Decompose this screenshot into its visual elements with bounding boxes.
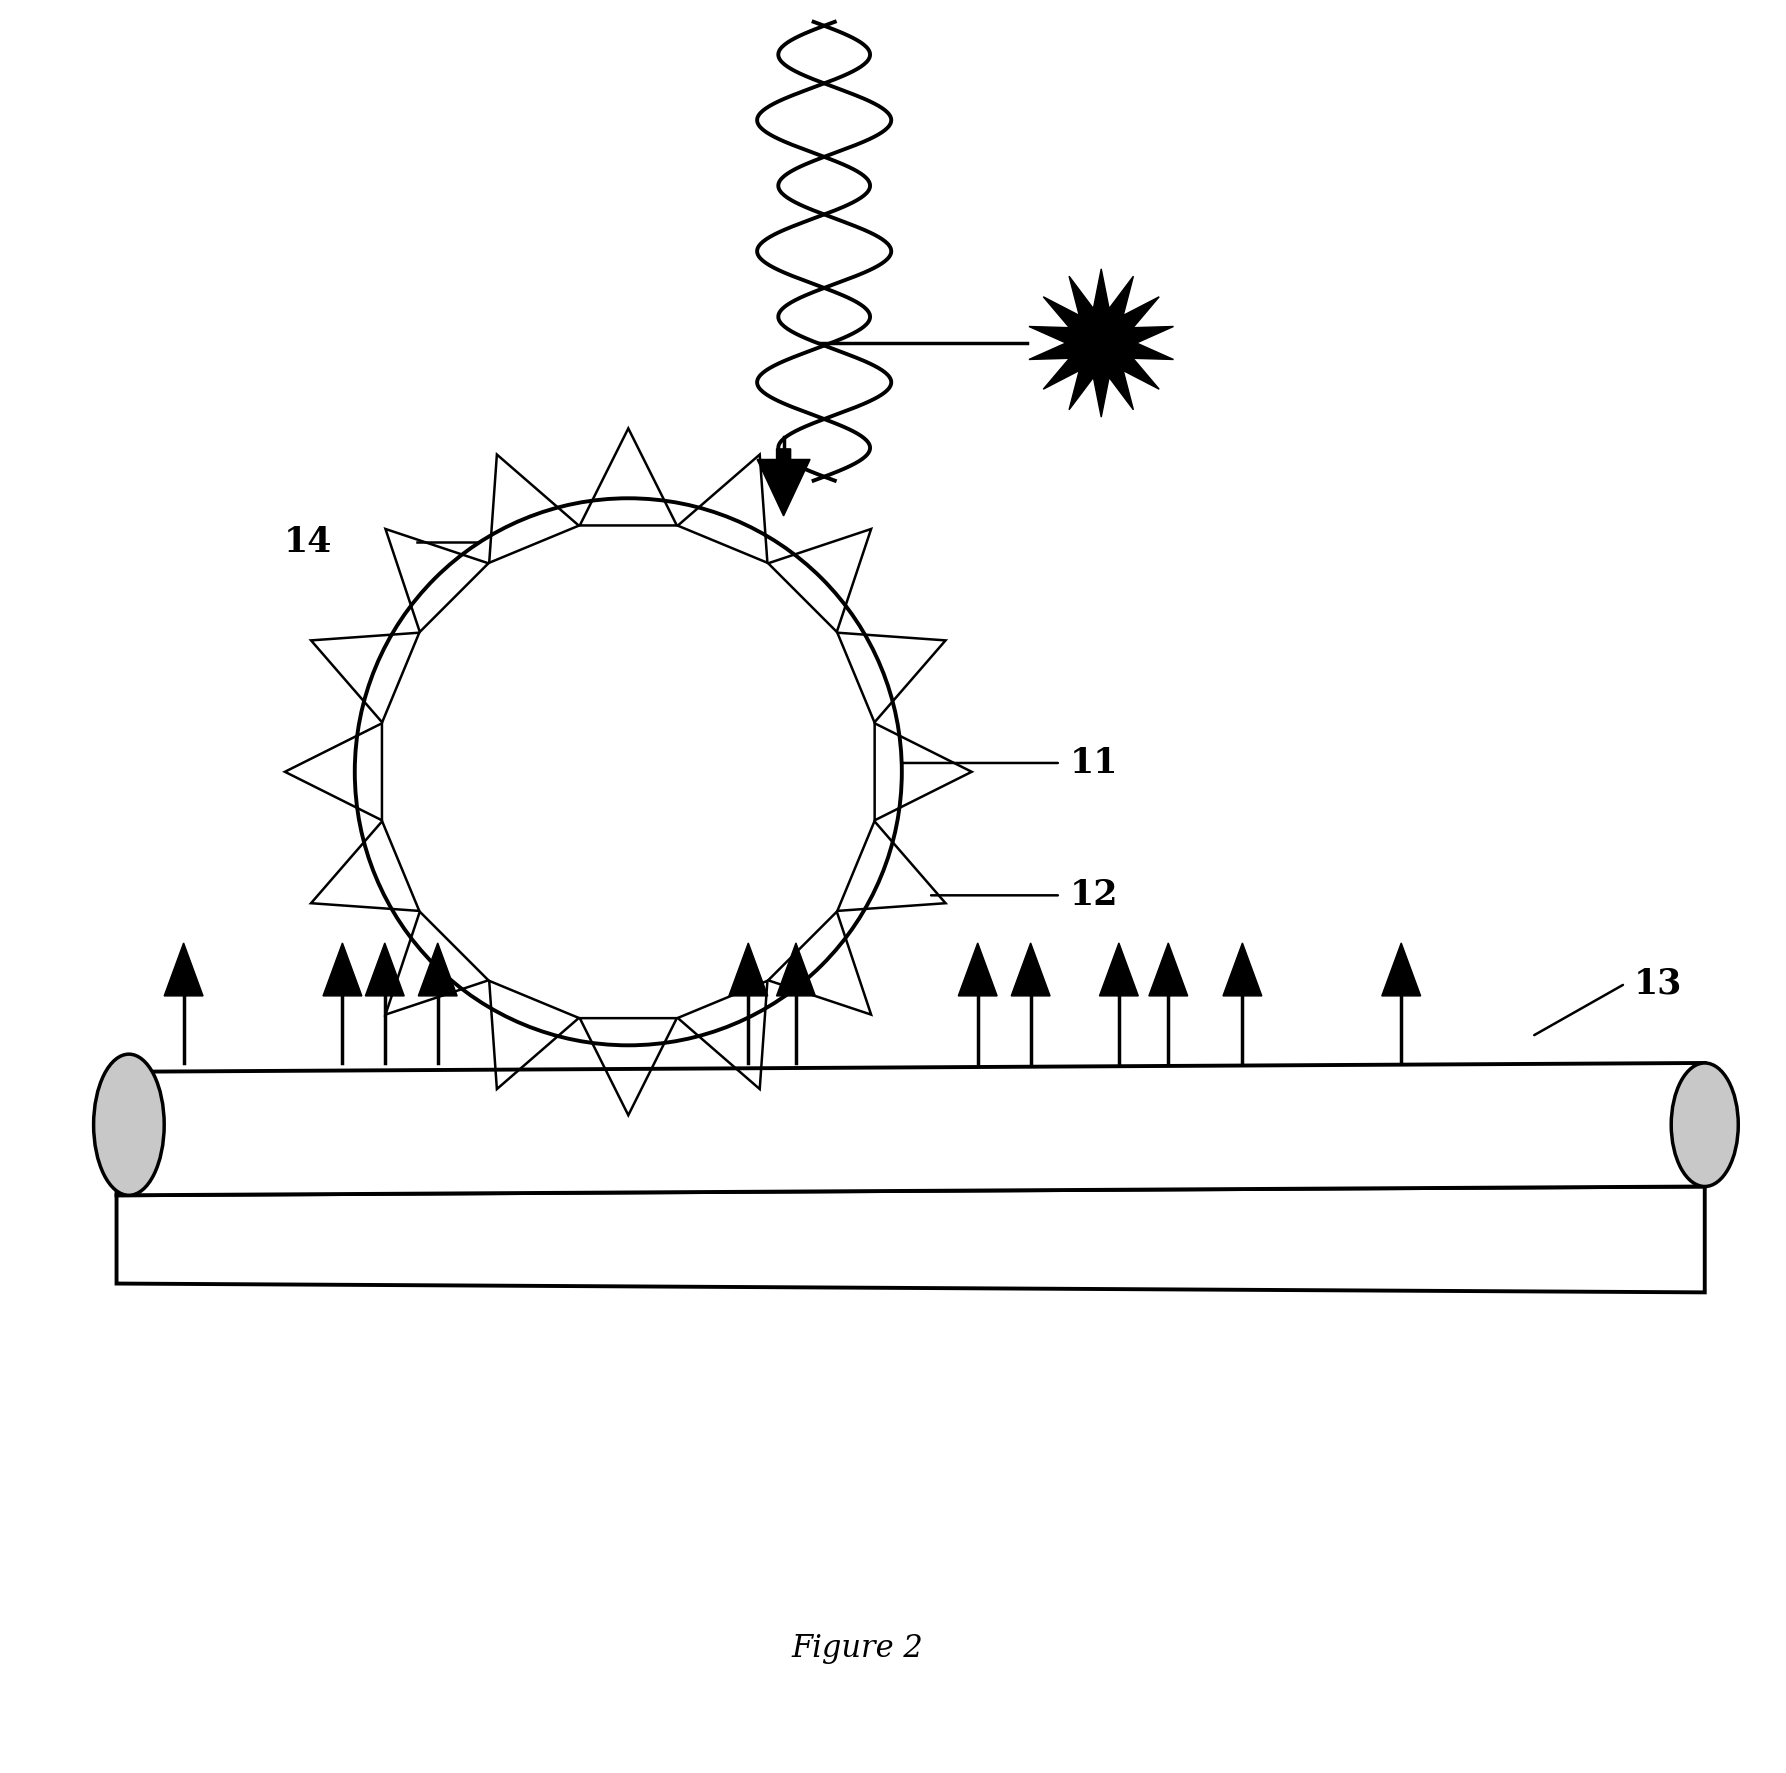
Polygon shape	[418, 943, 457, 996]
Text: 12: 12	[1070, 878, 1118, 913]
Polygon shape	[323, 943, 363, 996]
Polygon shape	[729, 943, 768, 996]
Polygon shape	[959, 943, 997, 996]
Circle shape	[355, 498, 902, 1046]
Text: 13: 13	[1634, 966, 1682, 1000]
Polygon shape	[1148, 943, 1188, 996]
Polygon shape	[116, 1064, 1706, 1195]
Polygon shape	[1011, 943, 1050, 996]
Polygon shape	[1223, 943, 1263, 996]
Polygon shape	[116, 1186, 1706, 1293]
FancyArrow shape	[757, 449, 811, 516]
Ellipse shape	[1672, 1064, 1738, 1186]
Polygon shape	[777, 943, 816, 996]
Polygon shape	[366, 943, 404, 996]
Text: 14: 14	[284, 525, 332, 560]
Text: 11: 11	[1070, 746, 1118, 780]
Polygon shape	[1382, 943, 1420, 996]
Polygon shape	[1029, 269, 1173, 417]
Ellipse shape	[93, 1055, 164, 1195]
Polygon shape	[1100, 943, 1138, 996]
Polygon shape	[164, 943, 204, 996]
Text: Figure 2: Figure 2	[791, 1633, 923, 1665]
